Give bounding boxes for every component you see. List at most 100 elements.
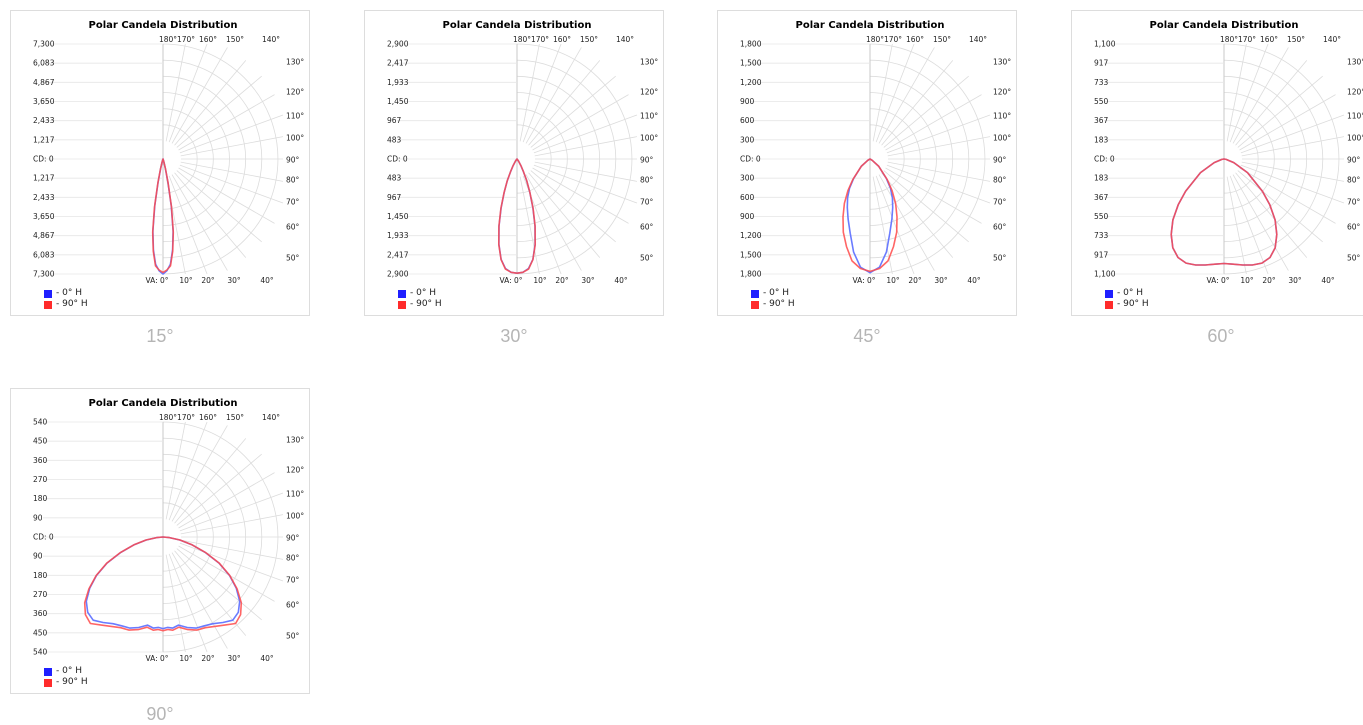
radial-tick-label: 90 xyxy=(33,513,43,522)
radial-tick-label: 1,450 xyxy=(387,212,409,221)
grid-spoke xyxy=(525,47,582,144)
radial-tick-label: 90 xyxy=(33,552,43,561)
radial-tick-label: 2,433 xyxy=(33,193,55,202)
grid-spoke xyxy=(887,161,991,182)
grid-spoke xyxy=(1237,170,1323,243)
radial-tick-label: 183 xyxy=(1094,174,1109,183)
angle-label-top: 170° xyxy=(177,413,195,422)
radial-tick-label: 600 xyxy=(740,116,755,125)
grid-spoke xyxy=(180,161,284,182)
angle-label-right: 110° xyxy=(286,490,304,499)
radial-tick-label: 967 xyxy=(387,116,402,125)
grid-spoke xyxy=(534,161,638,182)
grid-spoke xyxy=(168,553,208,653)
angle-label-top: 140° xyxy=(262,413,280,422)
grid-spoke xyxy=(883,170,969,243)
radial-tick-label: 7,300 xyxy=(33,40,55,49)
grid-spoke xyxy=(1241,161,1345,182)
grid-spoke xyxy=(522,43,562,143)
radial-tick-label: 6,083 xyxy=(33,250,55,259)
grid-spoke xyxy=(180,539,284,560)
legend-swatch-0h xyxy=(398,289,406,298)
grid-spoke xyxy=(1239,94,1336,151)
radial-tick-label: 900 xyxy=(740,212,755,221)
grid-spoke xyxy=(887,136,991,157)
grid-spoke xyxy=(872,43,893,142)
grid-spoke xyxy=(179,114,284,154)
tick-lines xyxy=(750,43,870,275)
grid-spoke xyxy=(519,43,540,142)
angle-label-top: 150° xyxy=(226,35,244,44)
angle-label-top: 170° xyxy=(884,35,902,44)
polar-chart: Polar Candela Distribution 1,100 917 733 550… xyxy=(1094,20,1363,285)
angle-label-top: 170° xyxy=(1238,35,1256,44)
grid-spoke xyxy=(178,167,275,224)
angle-label-right: 100° xyxy=(286,134,304,143)
radial-tick-label: 1,800 xyxy=(740,40,762,49)
legend: - 0° H - 90° H xyxy=(44,666,88,688)
angle-label-right: 90° xyxy=(286,156,300,165)
tick-lines xyxy=(397,43,517,275)
grid-spoke xyxy=(886,164,991,204)
radial-tick-label: 450 xyxy=(33,437,48,446)
angle-label-right: 80° xyxy=(286,176,300,185)
angle-label-top: 140° xyxy=(1323,35,1341,44)
angle-label-right: 100° xyxy=(286,512,304,521)
tick-lines xyxy=(43,43,163,275)
grid-spoke xyxy=(1232,47,1289,144)
angle-label-bottom: 20° xyxy=(1262,276,1276,285)
angle-label-bottom: 40° xyxy=(967,276,981,285)
angle-label-right: 90° xyxy=(1347,156,1361,165)
angle-label-right: 60° xyxy=(993,223,1007,232)
radial-tick-label: 2,417 xyxy=(387,59,409,68)
angle-label-bottom: VA: 0° xyxy=(499,276,522,285)
grid-spoke xyxy=(885,167,982,224)
angle-label-right: 90° xyxy=(286,534,300,543)
polar-chart: Polar Candela Distribution 7,300 6,083 4,86… xyxy=(33,20,304,285)
radial-tick-label: 733 xyxy=(1094,78,1109,87)
angle-label-right: 50° xyxy=(1347,254,1361,263)
angle-label-right: 120° xyxy=(286,88,304,97)
radial-tick-label: 300 xyxy=(740,174,755,183)
beam-angle-caption: 15° xyxy=(146,326,174,346)
angle-label-bottom: 20° xyxy=(201,654,215,663)
grid-spoke xyxy=(530,170,616,243)
angle-label-right: 60° xyxy=(1347,223,1361,232)
polar-grid xyxy=(1223,43,1345,275)
angle-label-bottom: 20° xyxy=(555,276,569,285)
grid-spoke xyxy=(171,174,228,271)
angle-label-top: 180° xyxy=(1220,35,1238,44)
polar-chart: Polar Candela Distribution 2,900 2,417 1,93… xyxy=(387,20,658,285)
angle-label-right: 120° xyxy=(993,88,1011,97)
grid-spoke xyxy=(174,60,247,146)
radial-tick-label: 733 xyxy=(1094,231,1109,240)
radial-tick-label: 1,500 xyxy=(740,59,762,68)
grid-spoke xyxy=(1240,114,1345,154)
radial-tick-label: 1,500 xyxy=(740,250,762,259)
grid-spoke xyxy=(176,170,262,243)
angle-label-right: 110° xyxy=(1347,112,1363,121)
radial-tick-label: 2,433 xyxy=(33,116,55,125)
angle-label-right: 100° xyxy=(640,134,658,143)
angle-label-right: 110° xyxy=(286,112,304,121)
angle-label-right: 50° xyxy=(286,254,300,263)
angle-label-bottom: 30° xyxy=(1288,276,1302,285)
chart-frame: Polar Candela Distribution 1,800 1,500 1,20… xyxy=(717,10,1017,316)
angle-label-right: 110° xyxy=(993,112,1011,121)
beam-angle-caption: 30° xyxy=(500,326,528,346)
chart-title: Polar Candela Distribution xyxy=(89,20,238,31)
angle-label-top: 140° xyxy=(616,35,634,44)
radial-tick-label: CD: 0 xyxy=(33,155,54,164)
angle-label-top: 180° xyxy=(513,35,531,44)
radial-tick-label: CD: 0 xyxy=(387,155,408,164)
legend-swatch-90h xyxy=(398,300,406,309)
angle-label-right: 80° xyxy=(640,176,654,185)
grid-spoke xyxy=(525,174,582,271)
grid-spoke xyxy=(885,94,982,151)
angle-label-top: 170° xyxy=(177,35,195,44)
radial-tick-label: 550 xyxy=(1094,97,1109,106)
chart-title: Polar Candela Distribution xyxy=(89,398,238,409)
series-line-90h xyxy=(151,158,175,274)
angle-label-right: 90° xyxy=(993,156,1007,165)
chart-title: Polar Candela Distribution xyxy=(796,20,945,31)
